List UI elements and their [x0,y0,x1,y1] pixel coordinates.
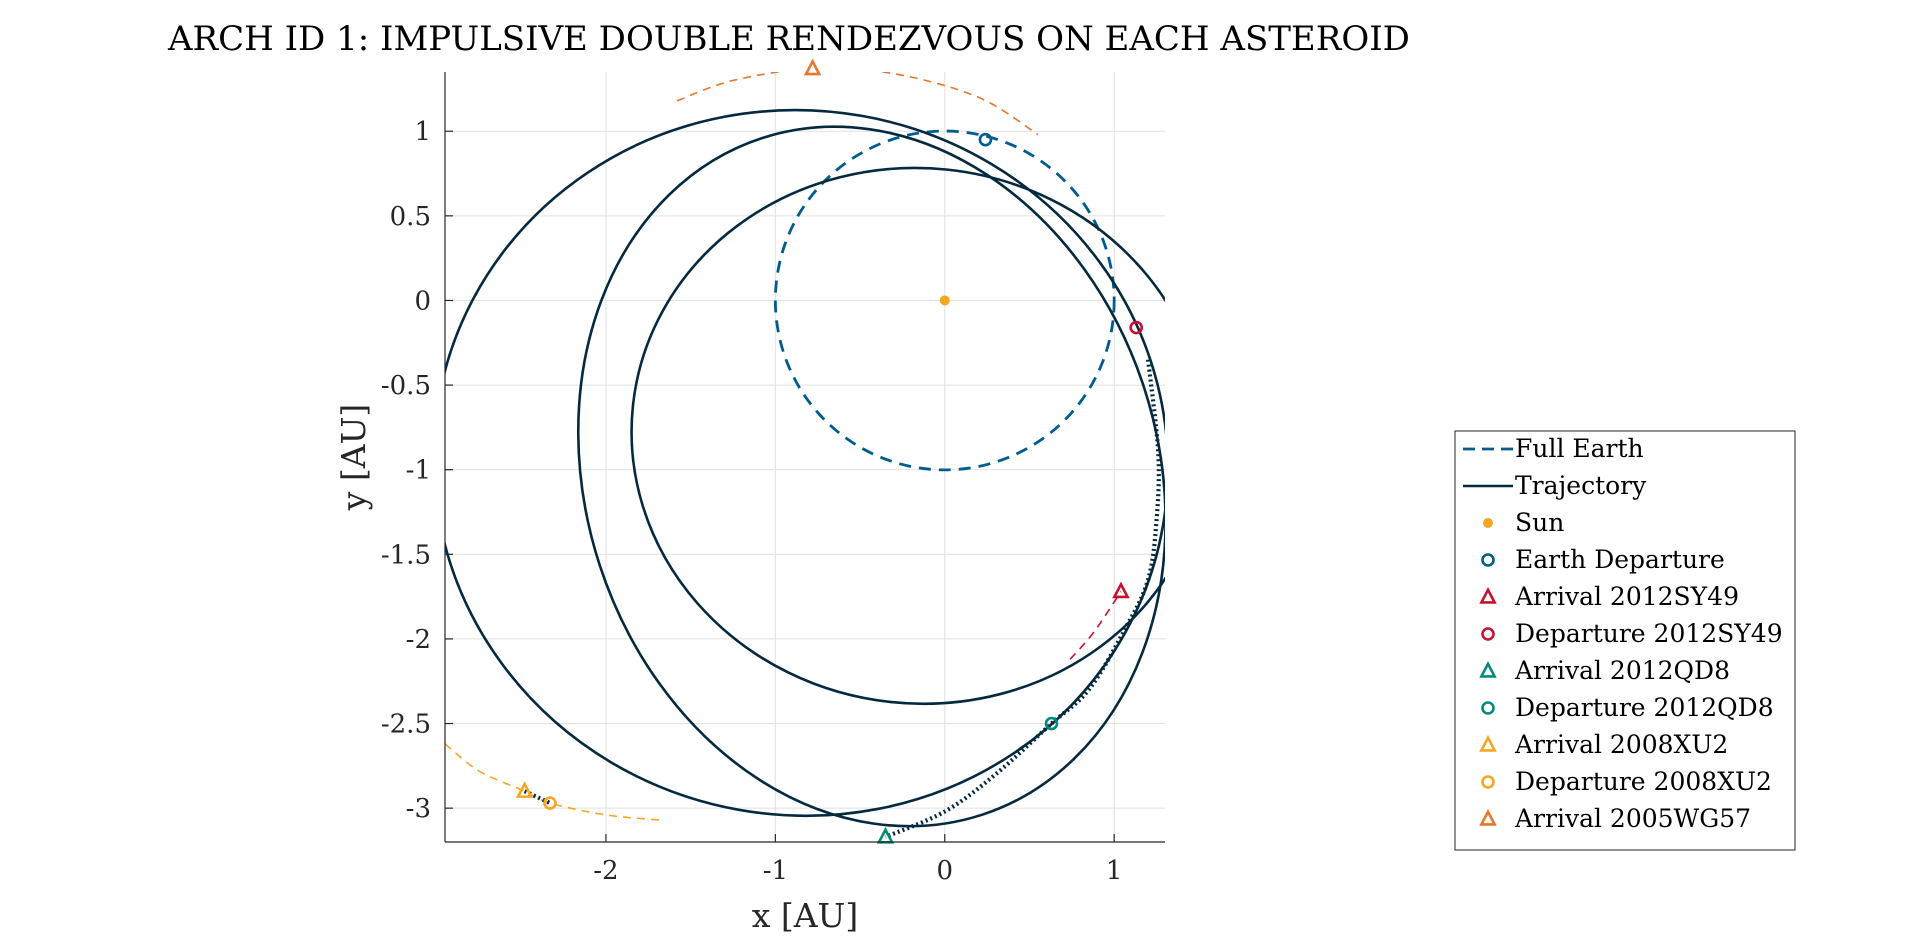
legend-swatch [1481,775,1495,789]
asteroid-orbit-arc [1069,591,1122,660]
marker-arrival-2012qd8 [876,826,895,844]
legend-entry: Arrival 2008XU2 [1479,730,1728,759]
legend-entry: Arrival 2012SY49 [1479,582,1739,611]
coast-segment [523,789,551,805]
legend-label: Trajectory [1515,471,1647,500]
axis-layer: -2 -1 0 1 1 0.5 0 -0.5 -1 -1.5 -2 -2.5 -3 [381,72,1165,886]
legend-label: Arrival 2005WG57 [1514,804,1751,833]
legend-entry: Departure 2012SY49 [1481,619,1783,648]
x-tick-label: -1 [763,856,788,886]
earth-orbit-line [773,129,1116,472]
legend-label: Arrival 2012QD8 [1514,656,1730,685]
legend-label: Arrival 2012SY49 [1514,582,1739,611]
legend-entry: Earth Departure [1481,545,1725,574]
chart-title: ARCH ID 1: IMPULSIVE DOUBLE RENDEZVOUS O… [167,19,1410,59]
legend-swatch [1479,586,1497,604]
y-tick-label: -0.5 [381,371,431,401]
coast-segment [884,359,1161,839]
trajectory-line [576,125,1165,828]
legend: Full Earth Trajectory Sun Earth Departure Ar… [1454,430,1796,851]
legend-swatch [1479,734,1497,752]
grid-layer [445,72,1165,842]
legend-entry: Departure 2008XU2 [1481,767,1772,796]
plot-area [445,72,1165,839]
y-tick-label: -3 [406,794,431,824]
legend-swatch [1479,808,1497,826]
marker-departure-2012sy49 [1129,320,1143,335]
marker-departure-2008xu2 [543,796,557,810]
legend-label: Departure 2012SY49 [1515,619,1783,648]
marker-sun [939,295,950,306]
trajectory-line [630,166,1165,706]
legend-swatch [1481,553,1495,567]
legend-entry: Arrival 2012QD8 [1479,656,1730,685]
x-tick-label: 1 [1106,856,1123,886]
marker-departure-2012qd8 [1044,716,1059,731]
x-tick-label: 0 [936,856,953,886]
y-axis-label: y [AU] [334,404,373,512]
legend-label: Sun [1515,508,1564,537]
trajectory-line [445,108,1165,818]
x-axis-label: x [AU] [752,896,859,935]
legend-swatch [1481,627,1495,641]
y-tick-label: -1.5 [381,540,431,570]
legend-entry: Trajectory [1463,471,1647,500]
marker-arrival-2008xu2 [515,781,534,798]
marker-layer [515,58,1143,844]
legend-label: Departure 2008XU2 [1515,767,1772,796]
legend-label: Full Earth [1515,434,1644,463]
y-tick-label: 0.5 [390,202,431,232]
legend-label: Earth Departure [1515,545,1725,574]
marker-earth-departure [978,132,993,147]
legend-swatch [1483,518,1493,528]
legend-swatch [1481,701,1495,715]
y-tick-label: -2 [406,625,431,655]
asteroid-orbit-arc [676,72,1039,136]
legend-entry: Departure 2012QD8 [1481,693,1774,722]
y-tick-label: -2.5 [381,710,431,740]
y-tick-label: 1 [414,117,431,147]
legend-label: Arrival 2008XU2 [1514,730,1728,759]
legend-label: Departure 2012QD8 [1515,693,1774,722]
y-tick-label: -1 [406,456,431,486]
legend-box [1454,430,1796,851]
marker-arrival-2005wg57 [803,58,822,76]
legend-entry: Full Earth [1463,434,1644,463]
legend-entry: Sun [1483,508,1564,537]
legend-entry: Arrival 2005WG57 [1479,804,1751,833]
y-tick-label: 0 [414,286,431,316]
marker-arrival-2012sy49 [1112,581,1130,599]
x-tick-label: -2 [593,856,618,886]
asteroid-orbit-arc [445,743,661,821]
legend-swatch [1479,660,1497,678]
